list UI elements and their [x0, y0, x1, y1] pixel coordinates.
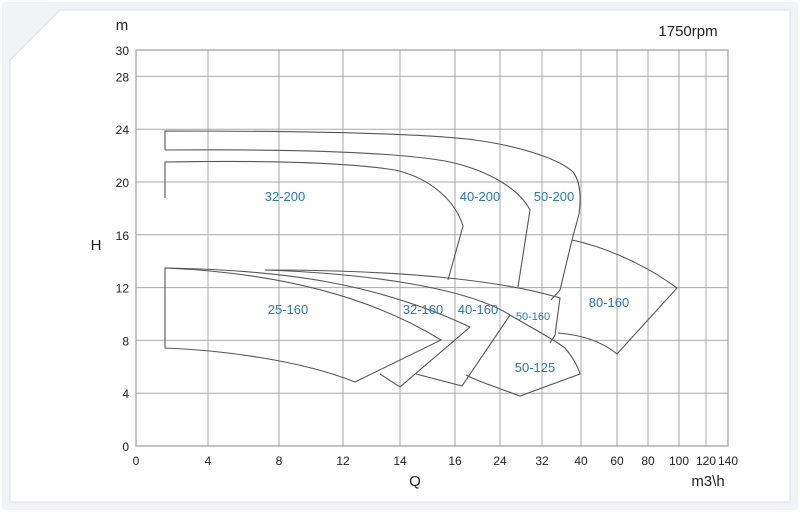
region-label: 25-160 [268, 302, 308, 317]
x-tick-label: 120 [696, 454, 716, 468]
plot-border [135, 49, 729, 447]
region-label: 80-160 [589, 295, 629, 310]
y-tick-label: 16 [116, 229, 130, 243]
curve-50-125 [465, 314, 581, 397]
curves [164, 130, 678, 397]
x-tick-label: 24 [493, 454, 507, 468]
region-label: 40-160 [458, 302, 498, 317]
curve-32-200 [164, 160, 464, 281]
curve-80-160 [557, 239, 678, 355]
region-label: 50-160 [516, 311, 550, 323]
region-labels: 32-200 40-200 50-200 25-160 32-160 40-160 50-1… [265, 189, 629, 375]
y-tick-label: 30 [116, 44, 130, 58]
x-axis-label: Q [409, 473, 421, 490]
x-tick-label: 8 [276, 454, 283, 468]
y-tick-label: 12 [116, 282, 130, 296]
curve-32-160 [164, 267, 472, 388]
y-tick-label: 4 [122, 387, 129, 401]
x-tick-label: 4 [205, 454, 212, 468]
x-tick-label: 0 [133, 454, 140, 468]
region-label: 40-200 [460, 189, 500, 204]
x-tick-label: 140 [718, 454, 738, 468]
region-label: 50-200 [534, 189, 574, 204]
curve-25-160 [164, 267, 443, 383]
curve-40-160 [264, 269, 511, 387]
region-label: 32-160 [403, 302, 443, 317]
x-tick-label: 60 [610, 454, 624, 468]
region-label: 32-200 [265, 189, 305, 204]
curve-50-160 [264, 269, 561, 344]
x-tick-label: 12 [336, 454, 350, 468]
chart-title: 1750rpm [658, 23, 717, 40]
x-tick-label: 40 [574, 454, 588, 468]
curve-50-200 [164, 130, 581, 301]
y-tick-label: 20 [116, 176, 130, 190]
x-tick-label: 16 [448, 454, 462, 468]
x-tick-label: 100 [669, 454, 689, 468]
x-unit-label: m3\h [691, 473, 724, 490]
y-tick-label: 0 [122, 440, 129, 454]
y-tick-label: 28 [116, 70, 130, 84]
x-tick-label: 80 [641, 454, 655, 468]
y-unit-label: m [116, 17, 129, 34]
y-tick-label: 8 [122, 334, 129, 348]
x-tick-label: 14 [393, 454, 407, 468]
y-tick-label: 24 [116, 123, 130, 137]
y-axis-label: H [91, 237, 102, 254]
axes: 0 4 8 12 16 20 24 28 30 0 4 8 12 14 16 24 32 40 60 80 100 120… [116, 44, 739, 468]
x-tick-label: 32 [535, 454, 549, 468]
curve-40-200 [164, 149, 531, 288]
region-label: 50-125 [515, 360, 555, 375]
